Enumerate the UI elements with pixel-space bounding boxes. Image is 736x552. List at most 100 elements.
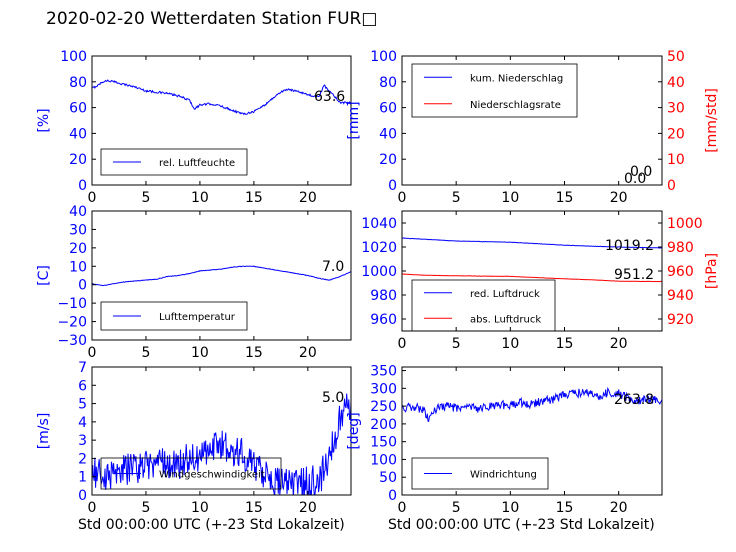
y-tick-label-right: 960 — [667, 264, 694, 280]
y-tick-label: 960 — [370, 312, 397, 328]
y-tick-label: 20 — [379, 152, 397, 168]
y-tick-label-right: 1000 — [667, 216, 703, 232]
x-tick-label: 0 — [398, 190, 407, 206]
y-tick-label: 10 — [69, 259, 87, 275]
x-tick-label: 20 — [299, 500, 317, 516]
legend-label: abs. Luftdruck — [470, 314, 541, 325]
y-tick-label: 350 — [370, 364, 397, 380]
y-tick-label: 7 — [78, 360, 87, 376]
y-tick-label: 20 — [69, 152, 87, 168]
y-tick-label: 50 — [379, 470, 397, 486]
x-tick-label: 15 — [245, 500, 263, 516]
y-axis-label: [%] — [36, 108, 52, 132]
x-tick-label: 20 — [610, 500, 628, 516]
y-tick-label: 80 — [379, 75, 397, 91]
x-tick-label: 0 — [398, 500, 407, 516]
x-tick-label: 20 — [299, 190, 317, 206]
x-tick-label: 15 — [245, 190, 263, 206]
x-tick-label: 0 — [88, 345, 97, 361]
plot-frame — [91, 55, 352, 186]
x-tick-label: 20 — [610, 336, 628, 352]
x-tick-label: 5 — [452, 500, 461, 516]
x-tick-label: 15 — [556, 336, 574, 352]
y-tick-label: −20 — [57, 315, 87, 331]
x-tick-label: 10 — [191, 500, 209, 516]
y-axis-label: [C] — [36, 265, 52, 286]
y-tick-label: 2 — [78, 451, 87, 467]
legend-box — [411, 279, 556, 332]
y-tick-label: 3 — [78, 433, 87, 449]
y-tick-label: 100 — [370, 452, 397, 468]
y-tick-label-right: 0 — [667, 178, 676, 194]
y-tick-label: 0 — [78, 278, 87, 294]
y-tick-label: 20 — [69, 241, 87, 257]
current-value-label: 7.0 — [322, 259, 344, 275]
y-axis-label: [mm] — [346, 101, 362, 139]
current-value-label: 1019.2 — [605, 238, 654, 254]
y-tick-label-right: 980 — [667, 240, 694, 256]
x-tick-label: 15 — [556, 190, 574, 206]
y-tick-label: 0 — [388, 178, 397, 194]
plot-frame — [91, 210, 352, 341]
x-tick-label: 5 — [141, 500, 150, 516]
panel-6: 0 5 10 15 20050100150200250300350[deg]Windri… — [346, 364, 663, 516]
y-tick-label: 1000 — [361, 264, 397, 280]
y-tick-label-right: 30 — [667, 101, 685, 117]
current-value-label-right: 951.2 — [614, 267, 654, 283]
legend-label: Niederschlagsrate — [470, 100, 561, 111]
y-tick-label: 6 — [78, 378, 87, 394]
legend-label: red. Luftdruck — [470, 289, 540, 300]
x-tick-label: 20 — [610, 190, 628, 206]
y-tick-label: 0 — [388, 488, 397, 504]
series-line — [402, 237, 662, 249]
y-tick-label: 100 — [60, 49, 87, 65]
current-value-label: 263.8 — [614, 392, 654, 408]
x-tick-label: 0 — [88, 190, 97, 206]
x-tick-label: 10 — [501, 190, 519, 206]
x-axis-label-right: Std 00:00:00 UTC (+-23 Std Lokalzeit) — [388, 517, 655, 533]
y-tick-label: 40 — [69, 126, 87, 142]
y-tick-label: −10 — [57, 296, 87, 312]
y-tick-label-right: 940 — [667, 288, 694, 304]
x-tick-label: 0 — [398, 336, 407, 352]
x-tick-label: 10 — [501, 336, 519, 352]
current-value-label-right: 0.0 — [630, 164, 652, 180]
y-tick-label: 60 — [379, 101, 397, 117]
legend-box — [100, 301, 248, 331]
panel-2: 0 5 10 15 20 0 20 40 60 80 100 0 10 20 30 40 50 [mm] [mm/s… — [346, 49, 720, 206]
y-tick-label: 80 — [69, 75, 87, 91]
series-line — [92, 79, 351, 116]
y-tick-label: 4 — [78, 415, 87, 431]
x-tick-label: 5 — [141, 190, 150, 206]
y-tick-label: 1 — [78, 470, 87, 486]
x-tick-label: 10 — [191, 190, 209, 206]
x-tick-label: 10 — [501, 500, 519, 516]
legend-box — [100, 148, 248, 176]
series-line — [92, 393, 351, 495]
legend-label: kum. Niederschlag — [470, 73, 563, 84]
y-tick-label: 1020 — [361, 240, 397, 256]
legend-label: Windrichtung — [470, 470, 537, 481]
chart-title: 2020-02-20 Wetterdaten Station FUR□ — [46, 9, 378, 29]
y-tick-label: 40 — [379, 126, 397, 142]
legend-label: Lufttemperatur — [159, 312, 236, 323]
y-tick-label-right: 920 — [667, 312, 694, 328]
y-tick-label: 60 — [69, 101, 87, 117]
plot-frame — [401, 55, 663, 186]
x-tick-label: 5 — [452, 190, 461, 206]
x-axis-label-left: Std 00:00:00 UTC (+-23 Std Lokalzeit) — [78, 517, 345, 533]
y-tick-label: 250 — [370, 399, 397, 415]
y-axis-label: [m/s] — [36, 413, 52, 450]
y-tick-label: 40 — [69, 204, 87, 220]
y-tick-label: −30 — [57, 333, 87, 349]
series-line — [402, 273, 662, 283]
x-tick-label: 0 — [88, 500, 97, 516]
x-tick-label: 20 — [299, 345, 317, 361]
current-value-label: 0.0 — [624, 171, 646, 187]
y-tick-label: 0 — [78, 178, 87, 194]
y-tick-label: 5 — [78, 397, 87, 413]
current-value-label: 5.0 — [322, 390, 344, 406]
y-tick-label-right: 20 — [667, 126, 685, 142]
series-line — [92, 265, 351, 287]
